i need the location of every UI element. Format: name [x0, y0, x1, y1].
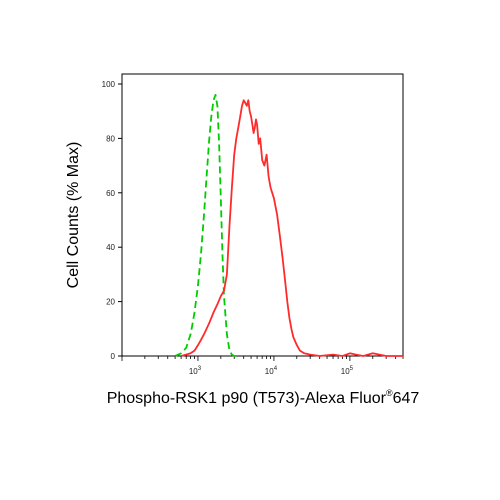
y-axis-label: Cell Counts (% Max)	[65, 142, 82, 289]
x-axis-label-main: Phospho-RSK1 p90 (T573)-Alexa Fluor	[107, 390, 387, 407]
x-axis-label: Phospho-RSK1 p90 (T573)-Alexa Fluor®647	[107, 388, 420, 407]
y-tick-label: 60	[106, 189, 115, 198]
x-tick-label: 105	[341, 366, 354, 376]
histogram-series-1	[174, 94, 238, 357]
x-tick-label: 103	[189, 366, 202, 376]
histogram-series-2	[180, 99, 403, 357]
y-tick-label: 80	[106, 134, 115, 143]
y-tick-label: 0	[111, 352, 116, 361]
x-tick-label: 104	[265, 366, 278, 376]
y-tick-label: 40	[106, 243, 115, 252]
x-axis-label-registered: ®	[386, 388, 393, 398]
x-axis-ticks: 103 104 105	[121, 356, 404, 376]
y-axis-ticks: 0 20 40 60 80 100	[102, 80, 122, 361]
series-layer	[174, 94, 403, 357]
x-axis-label-suffix: 647	[393, 390, 420, 407]
y-tick-label: 100	[102, 80, 116, 89]
y-tick-label: 20	[106, 298, 115, 307]
